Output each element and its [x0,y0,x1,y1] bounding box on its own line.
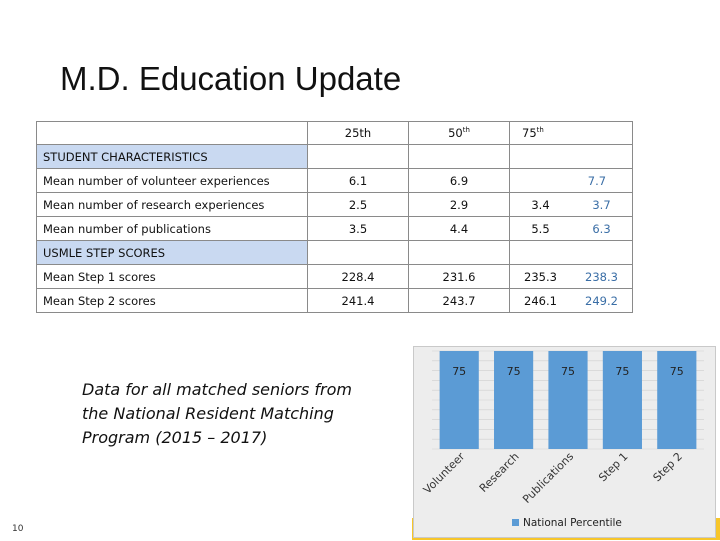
section-row: STUDENT CHARACTERISTICS [36,144,633,169]
data-label: 75 [507,365,521,378]
value-75th: 3.4 [531,197,550,212]
row-label: Mean Step 1 scores [36,264,308,289]
chart-svg: 75 Volunteer 75 Research 75 Publications 75 Ste… [421,350,704,529]
percentile-chart: 75 Volunteer 75 Research 75 Publications 75 Ste… [413,346,716,538]
value-75th: 246.1 [524,293,557,308]
data-label: 75 [561,365,575,378]
category-label: Step 1 [596,450,630,484]
header-50th: 50th [408,121,510,145]
value-50th: 4.4 [408,216,510,241]
table-row: Mean number of research experiences 2.5 … [36,192,633,217]
table-header-row: 25th 50th 75th [36,121,633,145]
row-label: Mean Step 2 scores [36,288,308,313]
bar [439,351,479,449]
data-label: 75 [670,365,684,378]
value-25th: 6.1 [307,168,409,193]
section-title: STUDENT CHARACTERISTICS [36,144,308,169]
bar [494,351,534,449]
bar [657,351,697,449]
value-25th: 2.5 [307,192,409,217]
row-label: Mean number of research experiences [36,192,308,217]
slide-title: M.D. Education Update [60,60,402,97]
legend-swatch [512,519,519,526]
value-75th-national: 7.7 [587,173,607,188]
value-75th-national: 249.2 [585,293,618,308]
value-50th: 2.9 [408,192,510,217]
data-source-caption: Data for all matched seniors from the Na… [82,380,352,447]
data-label: 75 [452,365,466,378]
table-row: Mean Step 2 scores 241.4 243.7 246.1 249.… [36,288,633,313]
page-number: 10 [12,524,24,534]
category-label: Publications [520,450,576,506]
value-50th: 231.6 [408,264,510,289]
value-75th-national: 238.3 [585,269,618,284]
category-label: Step 2 [651,450,685,484]
value-25th: 241.4 [307,288,409,313]
value-75th: 235.3 [524,269,557,284]
value-50th: 243.7 [408,288,510,313]
bar [548,351,588,449]
category-label: Volunteer [421,450,468,497]
percentile-table: 25th 50th 75th STUDENT CHARACTERISTICS M… [36,121,633,313]
bar [602,351,642,449]
value-25th: 3.5 [307,216,409,241]
row-label: Mean number of publications [36,216,308,241]
value-50th: 6.9 [408,168,510,193]
category-label: Research [477,450,522,495]
section-title: USMLE STEP SCORES [36,240,308,265]
table-row: Mean Step 1 scores 228.4 231.6 235.3 238.… [36,264,633,289]
row-label: Mean number of volunteer experiences [36,168,308,193]
table-row: Mean number of publications 3.5 4.4 5.5 6… [36,216,633,241]
header-75th: 75th [509,121,633,145]
data-label: 75 [615,365,629,378]
value-75th-national: 3.7 [592,197,611,212]
legend-label: National Percentile [523,517,622,529]
value-75th: 5.5 [531,221,550,236]
value-25th: 228.4 [307,264,409,289]
table-row: Mean number of volunteer experiences 6.1… [36,168,633,193]
section-row: USMLE STEP SCORES [36,240,633,265]
value-75th-national: 6.3 [592,221,611,236]
header-25th: 25th [307,121,409,145]
